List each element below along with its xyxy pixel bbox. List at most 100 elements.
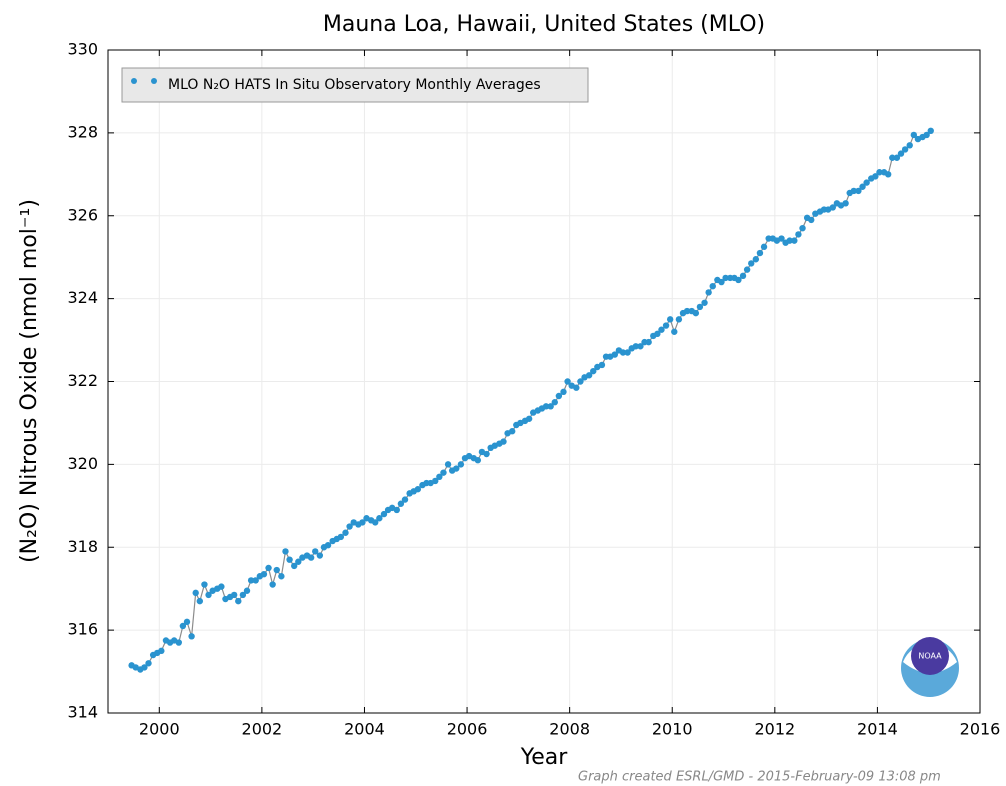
logo-bird [911, 637, 949, 675]
data-point [718, 278, 725, 286]
x-axis-label: Year [520, 745, 569, 770]
legend-marker [151, 78, 157, 84]
data-point [453, 465, 460, 472]
data-point [855, 187, 862, 195]
y-tick-label: 320 [67, 454, 98, 473]
y-tick-label: 328 [67, 122, 98, 141]
data-point [175, 639, 182, 646]
data-point [218, 583, 225, 590]
data-point [637, 343, 644, 350]
data-point [141, 664, 148, 671]
x-tick-label: 2002 [242, 720, 283, 739]
data-point [701, 299, 708, 306]
data-point [508, 428, 516, 435]
logo-text: NOAA [918, 652, 942, 661]
data-point [799, 224, 806, 232]
y-tick-label: 318 [67, 537, 98, 556]
data-point [432, 477, 439, 485]
data-point [205, 591, 212, 599]
data-point [359, 519, 366, 526]
data-point [897, 150, 905, 157]
data-point [573, 384, 580, 391]
data-point [632, 343, 640, 350]
data-point [619, 349, 627, 356]
data-point [923, 131, 930, 139]
data-point [859, 183, 866, 190]
data-point [312, 548, 319, 555]
y-tick-label: 324 [67, 288, 98, 307]
data-point [743, 266, 751, 273]
data-point [290, 562, 298, 570]
data-point [457, 461, 465, 468]
data-point [158, 647, 165, 655]
data-point [269, 581, 276, 588]
data-point [282, 548, 289, 555]
legend-marker [131, 78, 137, 84]
y-tick-label: 326 [67, 205, 98, 224]
data-point [376, 515, 383, 522]
chart-title: Mauna Loa, Hawaii, United States (MLO) [323, 12, 765, 37]
data-point [884, 171, 892, 178]
x-tick-label: 2012 [754, 720, 795, 739]
data-point [863, 179, 870, 186]
data-point [850, 187, 858, 195]
y-axis-label: (N₂O) Nitrous Oxide (nmol mol⁻¹) [17, 199, 42, 563]
data-point [444, 461, 452, 468]
data-point [756, 249, 764, 257]
data-point [683, 307, 691, 315]
data-point [645, 338, 652, 346]
data-point [675, 316, 683, 323]
data-point [611, 351, 618, 358]
data-point [525, 415, 533, 422]
data-point [440, 469, 447, 476]
data-point [372, 519, 379, 526]
data-point [598, 361, 606, 369]
x-tick-label: 2014 [857, 720, 898, 739]
y-tick-label: 330 [67, 40, 98, 59]
data-point [654, 330, 661, 338]
footer-note: Graph created ESRL/GMD - 2015-February-0… [578, 770, 941, 785]
data-point [436, 473, 443, 481]
data-point [235, 597, 242, 605]
data-point [188, 633, 195, 640]
data-point [342, 529, 349, 536]
data-point [829, 204, 836, 211]
data-point [893, 154, 901, 161]
data-point [483, 450, 490, 458]
data-point [666, 316, 674, 323]
data-point [239, 591, 247, 599]
data-point [551, 399, 558, 406]
data-point [542, 403, 550, 410]
data-point [739, 272, 747, 280]
x-tick-label: 2000 [139, 720, 180, 739]
data-point [692, 309, 700, 317]
data-point [307, 554, 315, 561]
data-point [752, 256, 760, 263]
data-point [662, 322, 670, 329]
data-point [401, 496, 409, 503]
data-point [795, 231, 802, 238]
data-point [179, 622, 187, 630]
data-point [748, 260, 755, 267]
y-tick-label: 316 [67, 620, 98, 639]
data-point [889, 154, 896, 161]
x-tick-label: 2016 [960, 720, 1001, 739]
data-point [705, 289, 712, 296]
x-tick-label: 2008 [549, 720, 590, 739]
data-point [547, 403, 554, 410]
y-tick-label: 322 [67, 371, 98, 390]
data-point [872, 173, 879, 180]
data-point [696, 303, 704, 311]
data-point [145, 660, 152, 667]
data-point [577, 378, 584, 385]
data-point [910, 131, 918, 139]
data-point [658, 326, 665, 333]
data-point [230, 591, 238, 599]
data-point [474, 457, 482, 464]
data-point [337, 533, 345, 541]
data-point [624, 349, 631, 356]
data-point [906, 142, 913, 149]
data-point [196, 597, 204, 605]
